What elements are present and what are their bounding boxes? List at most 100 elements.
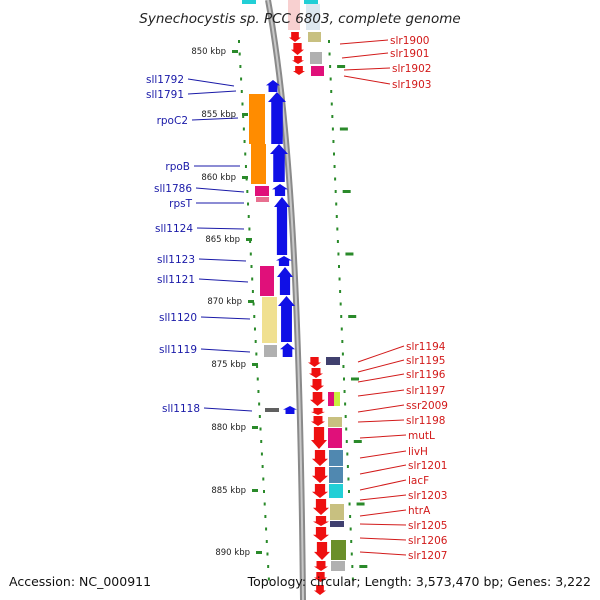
gene-label-htrA[interactable]: htrA xyxy=(408,505,431,517)
gene-label-sll1119[interactable]: sll1119 xyxy=(159,344,197,356)
gene-label-sll1121[interactable]: sll1121 xyxy=(157,274,195,286)
gene-box xyxy=(242,0,256,4)
label-leader xyxy=(359,551,407,556)
scale-label: 860 kbp xyxy=(201,173,236,183)
accession-text: Accession: NC_000911 xyxy=(9,574,151,589)
gene-box xyxy=(331,561,345,571)
minor-tick xyxy=(238,40,240,43)
gene-label-slr1203[interactable]: slr1203 xyxy=(408,490,447,502)
gene-box xyxy=(329,450,343,466)
minor-tick xyxy=(251,277,254,281)
gene-label-slr1901[interactable]: slr1901 xyxy=(390,48,429,60)
plus-strand-arrow xyxy=(313,527,329,541)
gene-label-sll1786[interactable]: sll1786 xyxy=(154,183,192,195)
minor-tick xyxy=(329,65,332,68)
minor-tick xyxy=(265,540,268,543)
minor-tick xyxy=(345,440,348,443)
gene-label-sll1124[interactable]: sll1124 xyxy=(155,223,193,235)
minor-tick xyxy=(244,152,247,156)
minor-tick xyxy=(332,140,335,143)
plus-strand-arrow xyxy=(289,32,301,42)
gene-label-slr1194[interactable]: slr1194 xyxy=(406,341,446,353)
gene-label-slr1903[interactable]: slr1903 xyxy=(392,79,431,91)
label-leader xyxy=(359,509,407,517)
minus-strand-arrow xyxy=(280,343,295,357)
gene-box xyxy=(255,186,269,196)
scale-label: 880 kbp xyxy=(211,423,246,433)
minor-tick xyxy=(264,515,267,518)
minor-tick xyxy=(340,327,343,331)
label-leader xyxy=(195,187,245,193)
gene-label-slr1902[interactable]: slr1902 xyxy=(392,63,431,75)
gene-label-livH[interactable]: livH xyxy=(408,446,428,458)
minor-tick xyxy=(346,452,349,456)
minor-tick xyxy=(252,302,255,306)
label-leader xyxy=(200,348,251,353)
gene-label-lacF[interactable]: lacF xyxy=(408,475,429,487)
gene-label-slr1900[interactable]: slr1900 xyxy=(390,35,429,47)
plus-strand-arrow xyxy=(312,450,328,466)
plus-strand-arrow xyxy=(312,467,328,483)
right-major-tick xyxy=(345,252,354,256)
gene-label-slr1206[interactable]: slr1206 xyxy=(408,535,448,547)
scale-label: 850 kbp xyxy=(191,47,226,57)
gene-label-sll1792[interactable]: sll1792 xyxy=(146,74,184,86)
label-leader xyxy=(203,407,253,412)
minor-tick xyxy=(239,65,242,68)
gene-label-ssr2009[interactable]: ssr2009 xyxy=(406,400,448,412)
minor-tick xyxy=(344,415,347,418)
gene-label-slr1201[interactable]: slr1201 xyxy=(408,460,447,472)
genome-backbone-highlight xyxy=(267,0,304,600)
plus-strand-arrow xyxy=(313,499,329,515)
gene-box xyxy=(330,504,344,520)
minor-tick xyxy=(347,477,350,481)
label-leader xyxy=(359,537,407,541)
minor-tick xyxy=(340,315,343,318)
plus-strand-arrow xyxy=(309,368,323,378)
gene-label-rpoC2[interactable]: rpoC2 xyxy=(157,115,188,127)
gene-label-rpoB[interactable]: rpoB xyxy=(165,161,190,173)
minor-tick xyxy=(253,327,256,331)
minor-tick xyxy=(246,190,249,193)
gene-label-slr1205[interactable]: slr1205 xyxy=(408,520,447,532)
gene-label-slr1196[interactable]: slr1196 xyxy=(406,369,446,381)
gene-label-mutL[interactable]: mutL xyxy=(408,430,435,442)
minor-tick xyxy=(260,452,263,456)
plus-strand-arrow xyxy=(311,408,325,415)
minus-strand-arrow xyxy=(276,256,292,266)
minor-tick xyxy=(329,77,332,81)
minor-tick xyxy=(351,577,354,581)
right-major-tick xyxy=(359,565,368,568)
gene-label-slr1195[interactable]: slr1195 xyxy=(406,355,445,367)
gene-label-sll1118[interactable]: sll1118 xyxy=(162,403,200,415)
minor-tick xyxy=(243,140,246,143)
minor-tick xyxy=(343,377,345,381)
gene-label-sll1791[interactable]: sll1791 xyxy=(146,89,184,101)
minor-tick xyxy=(331,115,334,118)
gene-label-sll1120[interactable]: sll1120 xyxy=(159,312,197,324)
plus-strand-arrow xyxy=(311,416,325,426)
minor-tick xyxy=(262,477,265,481)
minor-tick xyxy=(350,540,353,543)
minor-tick xyxy=(334,190,337,193)
plus-strand-arrow xyxy=(310,392,325,406)
minor-tick xyxy=(254,340,257,343)
gene-label-rpsT[interactable]: rpsT xyxy=(169,198,192,210)
label-leader xyxy=(359,479,407,491)
gene-label-slr1207[interactable]: slr1207 xyxy=(408,550,447,562)
gene-box xyxy=(251,144,266,184)
gene-box xyxy=(288,0,300,30)
minor-tick xyxy=(350,552,353,556)
gene-box xyxy=(328,417,342,427)
gene-box xyxy=(256,197,269,202)
gene-box xyxy=(310,52,322,64)
scale-label: 875 kbp xyxy=(211,360,246,370)
gene-label-slr1197[interactable]: slr1197 xyxy=(406,385,445,397)
gene-label-sll1123[interactable]: sll1123 xyxy=(157,254,195,266)
scale-label: 885 kbp xyxy=(211,486,246,496)
gene-label-slr1198[interactable]: slr1198 xyxy=(406,415,445,427)
minor-tick xyxy=(267,577,270,581)
label-layer: 850 kbp 855 kbp 860 kbp 865 kbp 870 kbp 875 k… xyxy=(146,35,448,562)
label-leader xyxy=(357,373,405,383)
